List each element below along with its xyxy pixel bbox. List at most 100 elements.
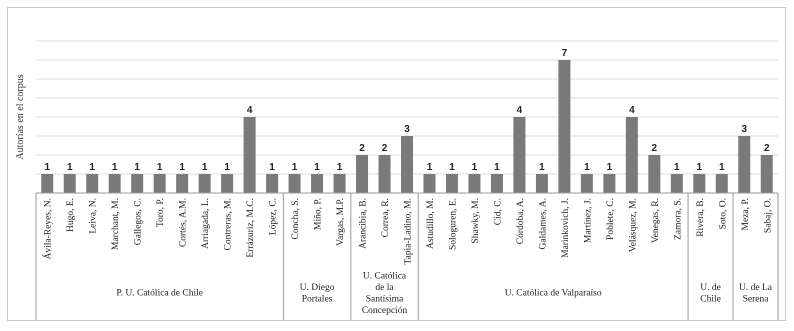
bar-chart: 1 1 1 1 1 1 1 1 1 4 1 1 1 1 2 2 3 1 1 1 1 4 1 7 1 1 4 2 1 1 1 3 2 Ávila-… <box>15 40 779 320</box>
bar <box>378 155 391 193</box>
tick-label: Soto, O. <box>718 198 728 229</box>
data-label: 4 <box>517 105 523 116</box>
data-label: 1 <box>674 162 680 173</box>
data-label: 1 <box>134 162 140 173</box>
data-label: 2 <box>382 143 388 154</box>
institution-groups: P. U. Católica de Chile U. Diego Portales U… <box>35 193 779 320</box>
tick-label: Martínez, J. <box>583 198 593 243</box>
group-label: U. Católica de la Santísima Concepción <box>362 271 408 316</box>
tick-label: Hugo, E. <box>66 198 76 232</box>
data-label: 1 <box>224 162 230 173</box>
y-axis-title: Autorías en el corpus <box>15 74 26 159</box>
bar <box>468 174 481 193</box>
tick-label: Sologuren, E. <box>448 198 458 250</box>
bar <box>288 174 301 193</box>
tick-label: Leiva, N. <box>89 198 99 234</box>
bar <box>221 174 234 193</box>
bar <box>625 117 638 193</box>
tick-label: Cid, C. <box>493 198 503 225</box>
group-label: U. Diego Portales <box>300 283 335 305</box>
tick-label: Miño, P. <box>314 198 324 230</box>
chart-frame: 1 1 1 1 1 1 1 1 1 4 1 1 1 1 2 2 3 1 1 1 1 4 1 7 1 1 4 2 1 1 1 3 2 Ávila-… <box>7 7 786 321</box>
bar <box>738 136 751 193</box>
data-label: 4 <box>247 105 253 116</box>
tick-label: Arriagada, L. <box>201 198 211 249</box>
bar <box>356 155 369 193</box>
tick-label: Venegas, R. <box>651 198 661 243</box>
data-label: 1 <box>89 162 95 173</box>
bar <box>243 117 256 193</box>
tick-label: Zamora, S. <box>673 198 683 240</box>
tick-label: Concha, S. <box>291 198 301 239</box>
bar <box>445 174 458 193</box>
tick-label: Poblete, C. <box>606 198 616 240</box>
data-label: 1 <box>427 162 433 173</box>
data-label: 1 <box>112 162 118 173</box>
bar <box>176 174 189 193</box>
data-label: 1 <box>314 162 320 173</box>
data-label: 1 <box>67 162 73 173</box>
data-label: 2 <box>764 143 770 154</box>
data-label: 1 <box>157 162 163 173</box>
data-label: 1 <box>44 162 50 173</box>
data-label: 1 <box>269 162 275 173</box>
bar <box>760 155 773 193</box>
tick-label: Shawky, M. <box>471 198 481 244</box>
tick-label: Rivera, B. <box>696 198 706 237</box>
group-label: U. Católica de Valparaíso <box>505 289 602 299</box>
data-label: 1 <box>539 162 545 173</box>
data-label: 2 <box>359 143 365 154</box>
data-label: 1 <box>292 162 298 173</box>
bar <box>558 60 571 193</box>
bar <box>131 174 144 193</box>
bar <box>580 174 593 193</box>
category-axis: Ávila-Reyes, N. Hugo, E. Leiva, N. Marchant… <box>36 192 778 265</box>
data-label: 2 <box>652 143 658 154</box>
data-label: 3 <box>741 124 747 135</box>
data-label: 1 <box>337 162 343 173</box>
tick-label: Tapia-Ladino, M. <box>404 198 414 265</box>
bar <box>86 174 99 193</box>
tick-label: Meza, P. <box>741 198 751 230</box>
group-label: U. de Chile <box>700 283 721 305</box>
data-label: 1 <box>719 162 725 173</box>
data-label: 1 <box>607 162 613 173</box>
tick-label: Correa, R. <box>381 198 391 237</box>
bar <box>311 174 324 193</box>
tick-label: Toro, P. <box>156 198 166 227</box>
tick-label: Marinkovich, J. <box>561 198 571 258</box>
tick-label: Vargas, M.P. <box>336 198 346 246</box>
tick-label: Arancibia, B. <box>359 198 369 249</box>
data-label: 1 <box>202 162 208 173</box>
bar <box>333 174 346 193</box>
bar <box>266 174 279 193</box>
data-label: 1 <box>494 162 500 173</box>
bar <box>63 174 76 193</box>
bar <box>490 174 503 193</box>
tick-label: Astudillo, M. <box>426 198 436 249</box>
data-label: 3 <box>404 124 410 135</box>
tick-label: Gallegos, C. <box>134 198 144 245</box>
tick-label: López, C. <box>269 198 279 235</box>
bar <box>648 155 661 193</box>
data-labels: 1 1 1 1 1 1 1 1 1 4 1 1 1 1 2 2 3 1 1 1 1 4 1 7 1 1 4 2 1 1 1 3 2 <box>44 48 770 173</box>
tick-label: Cortés, A.M. <box>179 198 189 247</box>
data-label: 1 <box>584 162 590 173</box>
group-label: P. U. Católica de Chile <box>116 289 203 299</box>
tick-label: Galdames, A. <box>538 198 548 249</box>
bar <box>670 174 683 193</box>
data-label: 1 <box>179 162 185 173</box>
tick-label: Ávila-Reyes, N. <box>42 198 54 259</box>
bar <box>603 174 616 193</box>
bar <box>715 174 728 193</box>
tick-label: Contreras, M. <box>224 198 234 251</box>
bar <box>41 174 54 193</box>
bars <box>41 60 773 193</box>
data-label: 4 <box>629 105 635 116</box>
bar <box>108 174 121 193</box>
bar <box>153 174 166 193</box>
tick-label: Velásquez, M. <box>628 198 638 252</box>
data-label: 1 <box>697 162 703 173</box>
data-label: 1 <box>449 162 455 173</box>
bar <box>423 174 436 193</box>
